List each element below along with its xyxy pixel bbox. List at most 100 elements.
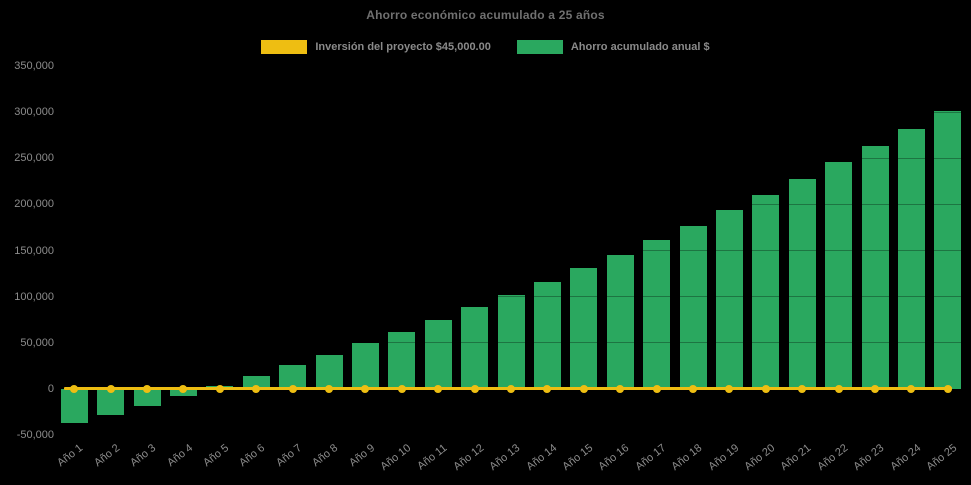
gridline — [56, 434, 966, 436]
x-axis-label: Año 11 — [415, 442, 450, 473]
bar-año-6[interactable] — [242, 375, 270, 389]
line-marker[interactable] — [725, 384, 734, 393]
x-axis-label: Año 10 — [378, 442, 414, 473]
line-marker[interactable] — [689, 384, 697, 393]
line-marker[interactable] — [106, 384, 115, 393]
bar-año-8[interactable] — [315, 354, 343, 389]
gridline — [56, 203, 966, 205]
line-marker[interactable] — [943, 384, 952, 393]
x-axis-label: Año 23 — [851, 442, 887, 473]
x-axis-label: Año 8 — [310, 442, 341, 470]
bar-año-16[interactable] — [606, 254, 634, 389]
x-axis-label: Año 15 — [560, 442, 596, 473]
bar-año-10[interactable] — [388, 331, 416, 389]
bar-año-18[interactable] — [679, 225, 707, 389]
x-axis-label: Año 7 — [273, 442, 304, 470]
line-marker[interactable] — [470, 384, 479, 393]
bar-año-12[interactable] — [461, 307, 489, 389]
bar-año-24[interactable] — [897, 128, 925, 389]
bar-año-2[interactable] — [97, 388, 125, 415]
gridline — [56, 342, 966, 344]
line-marker[interactable] — [288, 384, 297, 393]
bar-año-1[interactable] — [60, 388, 88, 423]
bar-año-9[interactable] — [351, 343, 379, 389]
bar-año-13[interactable] — [497, 294, 525, 389]
gridline — [56, 250, 966, 251]
y-axis-label: 150,000 — [14, 244, 54, 257]
x-axis-label: Año 24 — [887, 442, 923, 473]
legend-swatch-line — [261, 40, 308, 54]
bar-año-14[interactable] — [533, 281, 561, 389]
line-marker[interactable] — [543, 384, 552, 393]
bar-año-3[interactable] — [133, 388, 161, 406]
y-axis-label: 50,000 — [20, 336, 54, 349]
line-marker[interactable] — [434, 384, 443, 393]
bar-año-15[interactable] — [570, 268, 598, 389]
y-axis-label: 250,000 — [14, 152, 54, 165]
x-axis-label: Año 25 — [924, 442, 960, 473]
line-marker[interactable] — [143, 384, 151, 393]
legend: Inversión del proyecto $45,000.00 Ahorro … — [0, 39, 971, 55]
x-axis-label: Año 18 — [669, 442, 705, 473]
line-marker[interactable] — [361, 384, 370, 393]
x-axis-label: Año 16 — [596, 442, 632, 473]
legend-label: Inversión del proyecto $45,000.00 — [315, 41, 491, 53]
line-marker[interactable] — [70, 384, 79, 393]
x-axis-label: Año 5 — [201, 442, 232, 470]
x-axis-label: Año 9 — [346, 442, 377, 470]
line-marker[interactable] — [652, 384, 661, 393]
x-axis-label: Año 20 — [742, 442, 778, 473]
legend-swatch-bar — [516, 40, 563, 54]
plot-area — [56, 65, 966, 436]
line-marker[interactable] — [834, 384, 843, 393]
y-axis-label: 0 — [47, 382, 54, 395]
line-marker[interactable] — [252, 384, 261, 393]
bar-año-21[interactable] — [788, 179, 816, 389]
chart-title: Ahorro económico acumulado a 25 años — [366, 8, 605, 22]
gridline — [56, 65, 966, 67]
gridline — [56, 111, 966, 113]
bar-año-11[interactable] — [424, 319, 452, 389]
line-marker[interactable] — [798, 384, 807, 393]
x-axis-label: Año 12 — [451, 442, 486, 473]
line-marker[interactable] — [179, 384, 188, 393]
x-axis-label: Año 19 — [705, 442, 741, 473]
y-axis-label: 350,000 — [14, 60, 54, 72]
legend-label: Ahorro acumulado anual $ — [570, 41, 710, 53]
gridline — [56, 157, 966, 159]
legend-item-line[interactable]: Inversión del proyecto $45,000.00 — [261, 40, 491, 54]
line-marker[interactable] — [761, 384, 770, 393]
x-axis-label: Año 17 — [633, 442, 668, 473]
x-axis-label: Año 2 — [91, 442, 122, 470]
line-marker[interactable] — [871, 384, 879, 393]
bar-año-7[interactable] — [279, 365, 307, 389]
line-marker[interactable] — [397, 384, 406, 393]
bar-año-23[interactable] — [861, 145, 889, 389]
x-axis-label: Año 1 — [55, 442, 86, 470]
bar-año-25[interactable] — [934, 111, 962, 389]
y-axis-label: -50,000 — [16, 429, 54, 441]
x-axis-label: Año 3 — [128, 442, 159, 470]
line-marker[interactable] — [507, 384, 515, 393]
y-axis-label: 200,000 — [14, 198, 54, 211]
x-axis-label: Año 14 — [523, 442, 559, 473]
line-marker[interactable] — [325, 384, 333, 393]
bar-año-22[interactable] — [825, 162, 853, 389]
gridline — [56, 296, 966, 298]
line-marker[interactable] — [616, 384, 625, 393]
x-axis-label: Año 21 — [778, 442, 814, 473]
line-marker[interactable] — [215, 384, 224, 393]
x-axis-label: Año 4 — [164, 442, 195, 470]
line-marker[interactable] — [579, 384, 588, 393]
legend-item-bar[interactable]: Ahorro acumulado anual $ — [516, 40, 710, 54]
y-axis-label: 100,000 — [14, 290, 54, 303]
x-axis-label: Año 22 — [815, 442, 850, 473]
x-axis-label: Año 6 — [237, 442, 268, 470]
x-axis-label: Año 13 — [487, 442, 523, 473]
bar-año-19[interactable] — [715, 210, 743, 389]
y-axis-label: 300,000 — [14, 106, 54, 119]
bar-año-20[interactable] — [752, 195, 780, 389]
line-marker[interactable] — [907, 384, 916, 393]
bar-año-17[interactable] — [643, 240, 671, 389]
